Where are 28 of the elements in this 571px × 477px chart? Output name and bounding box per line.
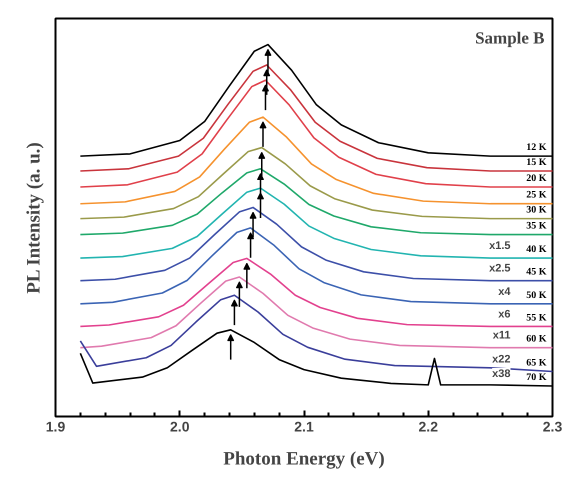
series-label: 65 K [526,357,547,368]
series-label: 45 K [526,266,547,278]
y-axis-title: PL Intensity (a. u.) [24,142,44,294]
x-tick-label: 2.0 [170,418,190,434]
series-label: 30 K [526,204,547,216]
chart-title: Sample B [475,28,545,48]
x-tick-label: 2.1 [294,418,314,434]
annotation: x1.5 [489,240,511,252]
x-axis-title: Photon Energy (eV) [223,448,385,470]
annotation: x22 [492,353,511,366]
series-label: 60 K [526,334,547,345]
x-tick-label: 2.2 [418,418,438,434]
series-label: 12 K [526,142,547,154]
x-tick-label: 2.3 [542,418,562,434]
series-label: 70 K [526,372,547,383]
annotation: x4 [498,286,512,298]
x-tick-label: 1.9 [46,418,66,434]
series-label: 35 K [526,220,547,232]
series-label: 20 K [526,173,547,184]
series-label: 15 K [526,157,547,168]
annotation: x38 [492,368,511,380]
annotation: x6 [498,308,511,320]
annotation: x11 [492,330,511,342]
series-label: 40 K [526,244,547,256]
series-label: 50 K [526,290,547,301]
series-label: 25 K [526,190,547,201]
series-label: 55 K [526,312,547,324]
annotation: x2.5 [489,262,511,275]
